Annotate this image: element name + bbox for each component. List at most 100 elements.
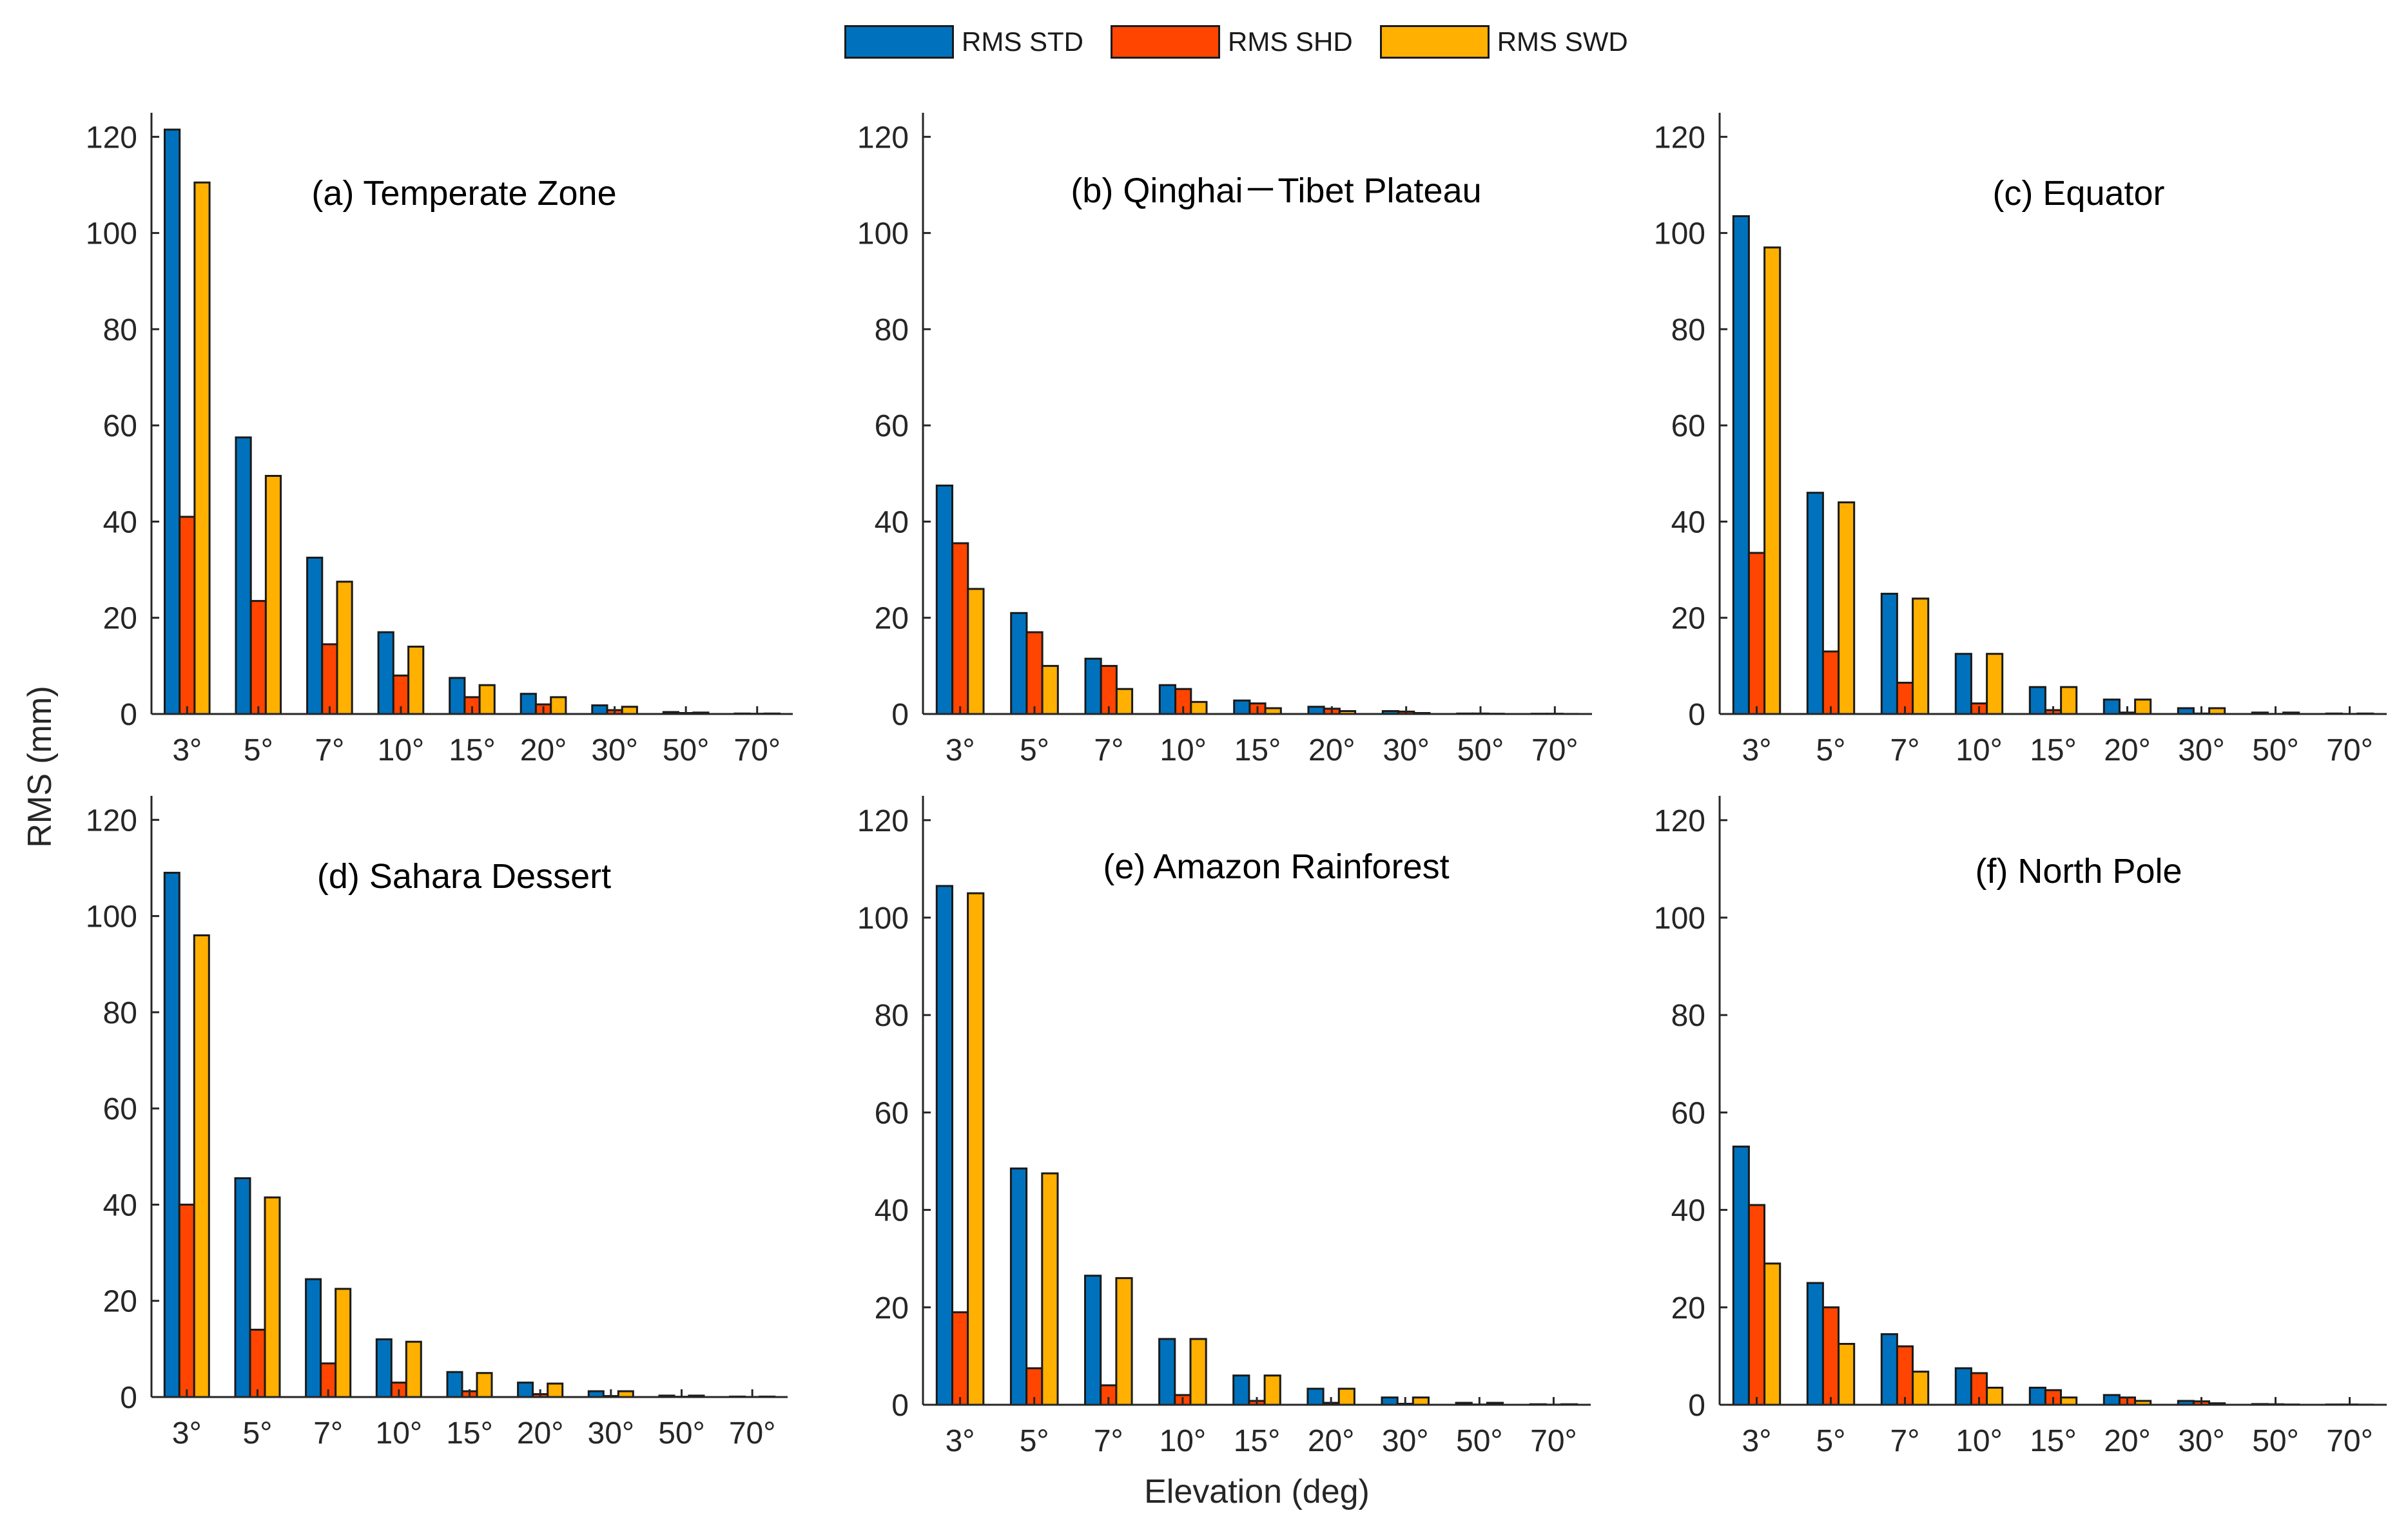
- bar-rms-std: [164, 128, 181, 715]
- legend-swatch-swd: [1379, 25, 1490, 59]
- y-tick-label: 80: [875, 313, 909, 347]
- panel-title: (d) Sahara Dessert: [317, 857, 611, 896]
- bar-rms-std: [1084, 657, 1102, 715]
- x-tick-label: 20°: [520, 733, 567, 767]
- bar-rms-std: [306, 556, 324, 715]
- bar-rms-std: [446, 1371, 463, 1398]
- x-tick-label: 10°: [1160, 733, 1207, 767]
- bar-rms-std: [517, 1382, 534, 1398]
- x-tick-label: 30°: [2178, 1424, 2225, 1458]
- x-tick-label: 70°: [733, 733, 781, 767]
- bar-rms-shd: [1821, 650, 1840, 715]
- y-tick-label: 40: [103, 505, 137, 539]
- bar-rms-std: [305, 1278, 322, 1398]
- y-tick-label: 40: [875, 1194, 909, 1228]
- x-tick-label: 15°: [2030, 733, 2077, 767]
- y-tick-label: 80: [1671, 999, 1705, 1033]
- bar-rms-swd: [1912, 597, 1930, 715]
- bar-rms-std: [2028, 1387, 2046, 1406]
- y-tick-label: 20: [1671, 602, 1705, 636]
- bar-rms-std: [2102, 699, 2121, 715]
- x-tick-label: 20°: [1308, 733, 1355, 767]
- x-tick-label: 15°: [1234, 1424, 1281, 1458]
- bar-rms-shd: [249, 1329, 266, 1398]
- y-tick-label: 100: [86, 217, 137, 251]
- x-tick-label: 20°: [2104, 1424, 2151, 1458]
- bar-rms-swd: [1838, 501, 1856, 715]
- x-tick-label: 70°: [1531, 733, 1578, 767]
- panel-title: (f) North Pole: [1975, 852, 2182, 891]
- y-tick-label: 40: [1671, 505, 1705, 539]
- x-tick-label: 7°: [315, 733, 344, 767]
- y-tick-label: 0: [120, 698, 137, 732]
- legend-item-std: RMS STD: [844, 25, 1083, 59]
- bar-rms-shd: [1896, 1345, 1914, 1406]
- x-tick-label: 50°: [2252, 733, 2299, 767]
- y-tick-label: 20: [103, 1285, 137, 1319]
- bar-rms-std: [1009, 1167, 1028, 1406]
- bar-rms-std: [591, 704, 608, 715]
- bar-rms-swd: [1986, 653, 2004, 715]
- bar-rms-swd: [264, 475, 282, 715]
- x-tick-label: 70°: [729, 1416, 776, 1451]
- y-tick-label: 100: [1654, 901, 1705, 936]
- bar-rms-std: [1158, 684, 1177, 715]
- bar-rms-shd: [1025, 631, 1044, 715]
- bar-rms-swd: [1763, 1262, 1782, 1406]
- x-tick-label: 10°: [378, 733, 425, 767]
- x-tick-label: 30°: [1383, 733, 1430, 767]
- y-tick-label: 60: [875, 1096, 909, 1130]
- x-tick-label: 10°: [376, 1416, 423, 1451]
- y-tick-label: 40: [103, 1188, 137, 1222]
- x-tick-label: 3°: [1742, 1424, 1772, 1458]
- bar-rms-std: [1880, 592, 1898, 715]
- bar-rms-shd: [178, 1203, 195, 1398]
- bar-rms-swd: [1115, 1277, 1133, 1406]
- bar-rms-std: [1158, 1338, 1176, 1406]
- x-tick-label: 15°: [446, 1416, 493, 1451]
- x-tick-label: 20°: [1308, 1424, 1355, 1458]
- bar-rms-swd: [2060, 686, 2078, 715]
- bar-rms-swd: [2060, 1396, 2078, 1406]
- x-tick-label: 7°: [1890, 733, 1920, 767]
- y-tick-label: 60: [1671, 409, 1705, 443]
- bar-rms-swd: [1337, 1387, 1355, 1406]
- bar-rms-swd: [478, 684, 496, 715]
- bar-rms-swd: [550, 696, 567, 715]
- panel-title: (e) Amazon Rainforest: [1103, 847, 1449, 886]
- x-tick-label: 5°: [244, 733, 273, 767]
- y-tick-label: 120: [1654, 804, 1705, 838]
- x-tick-label: 70°: [2326, 1424, 2373, 1458]
- legend: RMS STD RMS SHD RMS SWD: [844, 19, 1628, 64]
- x-tick-label: 20°: [517, 1416, 564, 1451]
- x-tick-label: 20°: [2104, 733, 2151, 767]
- bar-rms-std: [935, 485, 954, 715]
- bar-rms-std: [1880, 1333, 1898, 1406]
- y-tick-label: 100: [857, 901, 909, 936]
- bar-rms-swd: [2134, 699, 2152, 715]
- bar-rms-std: [163, 871, 180, 1398]
- y-tick-label: 120: [1654, 121, 1705, 155]
- x-tick-label: 3°: [1742, 733, 1772, 767]
- bar-rms-shd: [951, 1311, 969, 1406]
- x-tick-label: 30°: [2178, 733, 2225, 767]
- y-tick-label: 80: [875, 999, 909, 1033]
- bar-rms-swd: [1041, 1172, 1059, 1406]
- bar-rms-std: [1806, 1282, 1824, 1406]
- bar-rms-std: [1010, 612, 1028, 715]
- bar-rms-swd: [547, 1382, 564, 1398]
- bar-rms-std: [935, 885, 954, 1406]
- bar-rms-std: [1954, 653, 1972, 715]
- bar-rms-swd: [335, 1287, 352, 1398]
- y-tick-label: 40: [875, 505, 909, 539]
- y-tick-label: 120: [857, 804, 909, 838]
- bar-rms-swd: [1763, 246, 1782, 715]
- bar-rms-swd: [1041, 664, 1059, 715]
- bar-rms-swd: [621, 706, 638, 715]
- x-tick-label: 3°: [172, 1416, 202, 1451]
- legend-label-shd: RMS SHD: [1228, 26, 1353, 57]
- bar-rms-std: [1954, 1367, 1972, 1406]
- x-tick-label: 5°: [1816, 733, 1846, 767]
- bar-rms-swd: [407, 646, 425, 715]
